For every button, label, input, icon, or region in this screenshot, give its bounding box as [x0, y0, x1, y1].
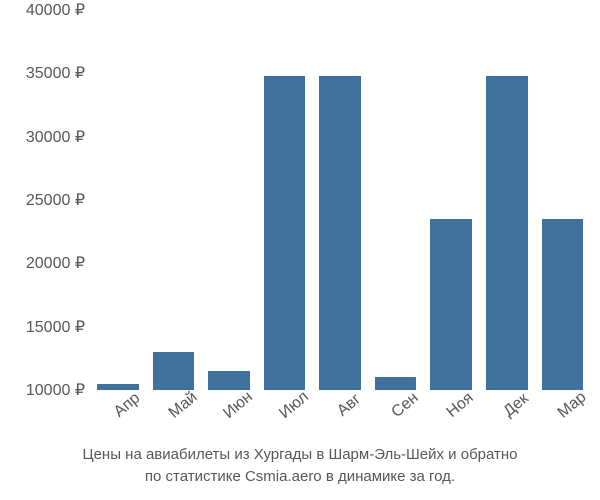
y-tick-label: 35000 ₽ [0, 63, 85, 83]
bar [319, 76, 361, 390]
y-tick-label: 25000 ₽ [0, 190, 85, 210]
y-tick-label: 40000 ₽ [0, 0, 85, 20]
y-axis: 10000 ₽15000 ₽20000 ₽25000 ₽30000 ₽35000… [0, 10, 85, 390]
chart-caption: Цены на авиабилеты из Хургады в Шарм-Эль… [0, 444, 600, 488]
y-tick-label: 30000 ₽ [0, 127, 85, 147]
bar [430, 219, 472, 390]
bar [486, 76, 528, 390]
bar [542, 219, 584, 390]
y-tick-label: 10000 ₽ [0, 380, 85, 400]
caption-line-1: Цены на авиабилеты из Хургады в Шарм-Эль… [0, 444, 600, 466]
y-tick-label: 15000 ₽ [0, 317, 85, 337]
bar [264, 76, 306, 390]
caption-line-2: по статистике Csmia.aero в динамике за г… [0, 466, 600, 488]
price-chart: 10000 ₽ 15000 ₽ 20000 ₽ 25000 ₽ 30000 ₽ 35000… [0, 0, 600, 500]
x-axis: АпрМайИюнИюлАвгСенНояДекМар [90, 394, 590, 434]
y-tick-label: 20000 ₽ [0, 253, 85, 273]
plot-area [90, 10, 590, 390]
bars-container [90, 10, 590, 390]
